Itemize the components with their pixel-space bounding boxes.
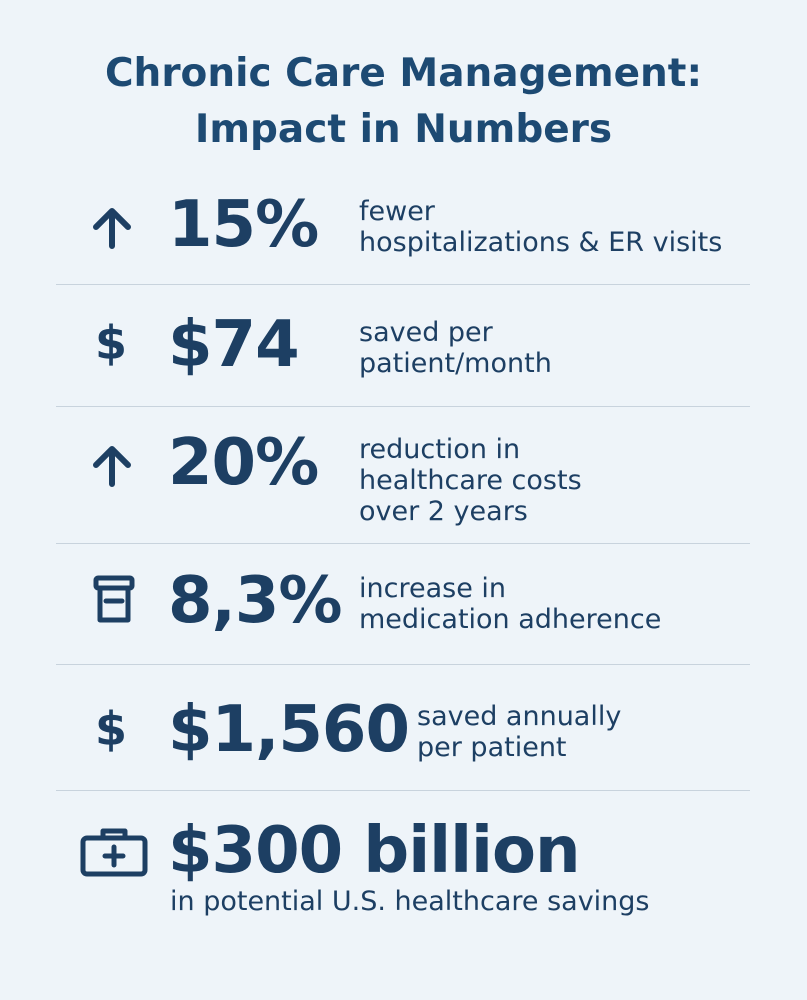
stat-desc-national-savings: in potential U.S. healthcare savings	[170, 886, 650, 917]
divider	[56, 284, 750, 285]
title-line-2: Impact in Numbers	[194, 107, 613, 152]
title-line-1: Chronic Care Management:	[104, 51, 703, 96]
stat-desc-annual-savings: saved annually per patient	[417, 701, 622, 763]
divider	[56, 664, 750, 665]
stat-value-annual-savings: $1,560	[168, 693, 410, 767]
divider	[56, 790, 750, 791]
stat-desc-monthly-savings: saved per patient/month	[359, 317, 552, 379]
page-title: Chronic Care Management: Impact in Numbe…	[0, 46, 807, 158]
divider	[56, 543, 750, 544]
divider	[56, 406, 750, 407]
dollar-icon: $	[95, 316, 128, 370]
medical-kit-icon	[80, 828, 148, 877]
stat-value-medication-adherence: 8,3%	[168, 564, 342, 638]
stat-value-cost-reduction: 20%	[168, 426, 319, 500]
pill-bottle-icon	[93, 575, 135, 623]
stat-value-hospitalizations: 15%	[168, 188, 319, 262]
stat-desc-hospitalizations: fewer hospitalizations & ER visits	[359, 196, 723, 258]
stat-value-monthly-savings: $74	[168, 308, 300, 382]
dollar-icon: $	[95, 702, 128, 756]
stat-value-national-savings: $300 billion	[168, 814, 580, 888]
stat-desc-cost-reduction: reduction in healthcare costs over 2 yea…	[359, 434, 582, 527]
arrow-up-icon	[93, 208, 131, 249]
stat-desc-medication-adherence: increase in medication adherence	[359, 573, 662, 635]
arrow-up-icon	[93, 446, 131, 487]
